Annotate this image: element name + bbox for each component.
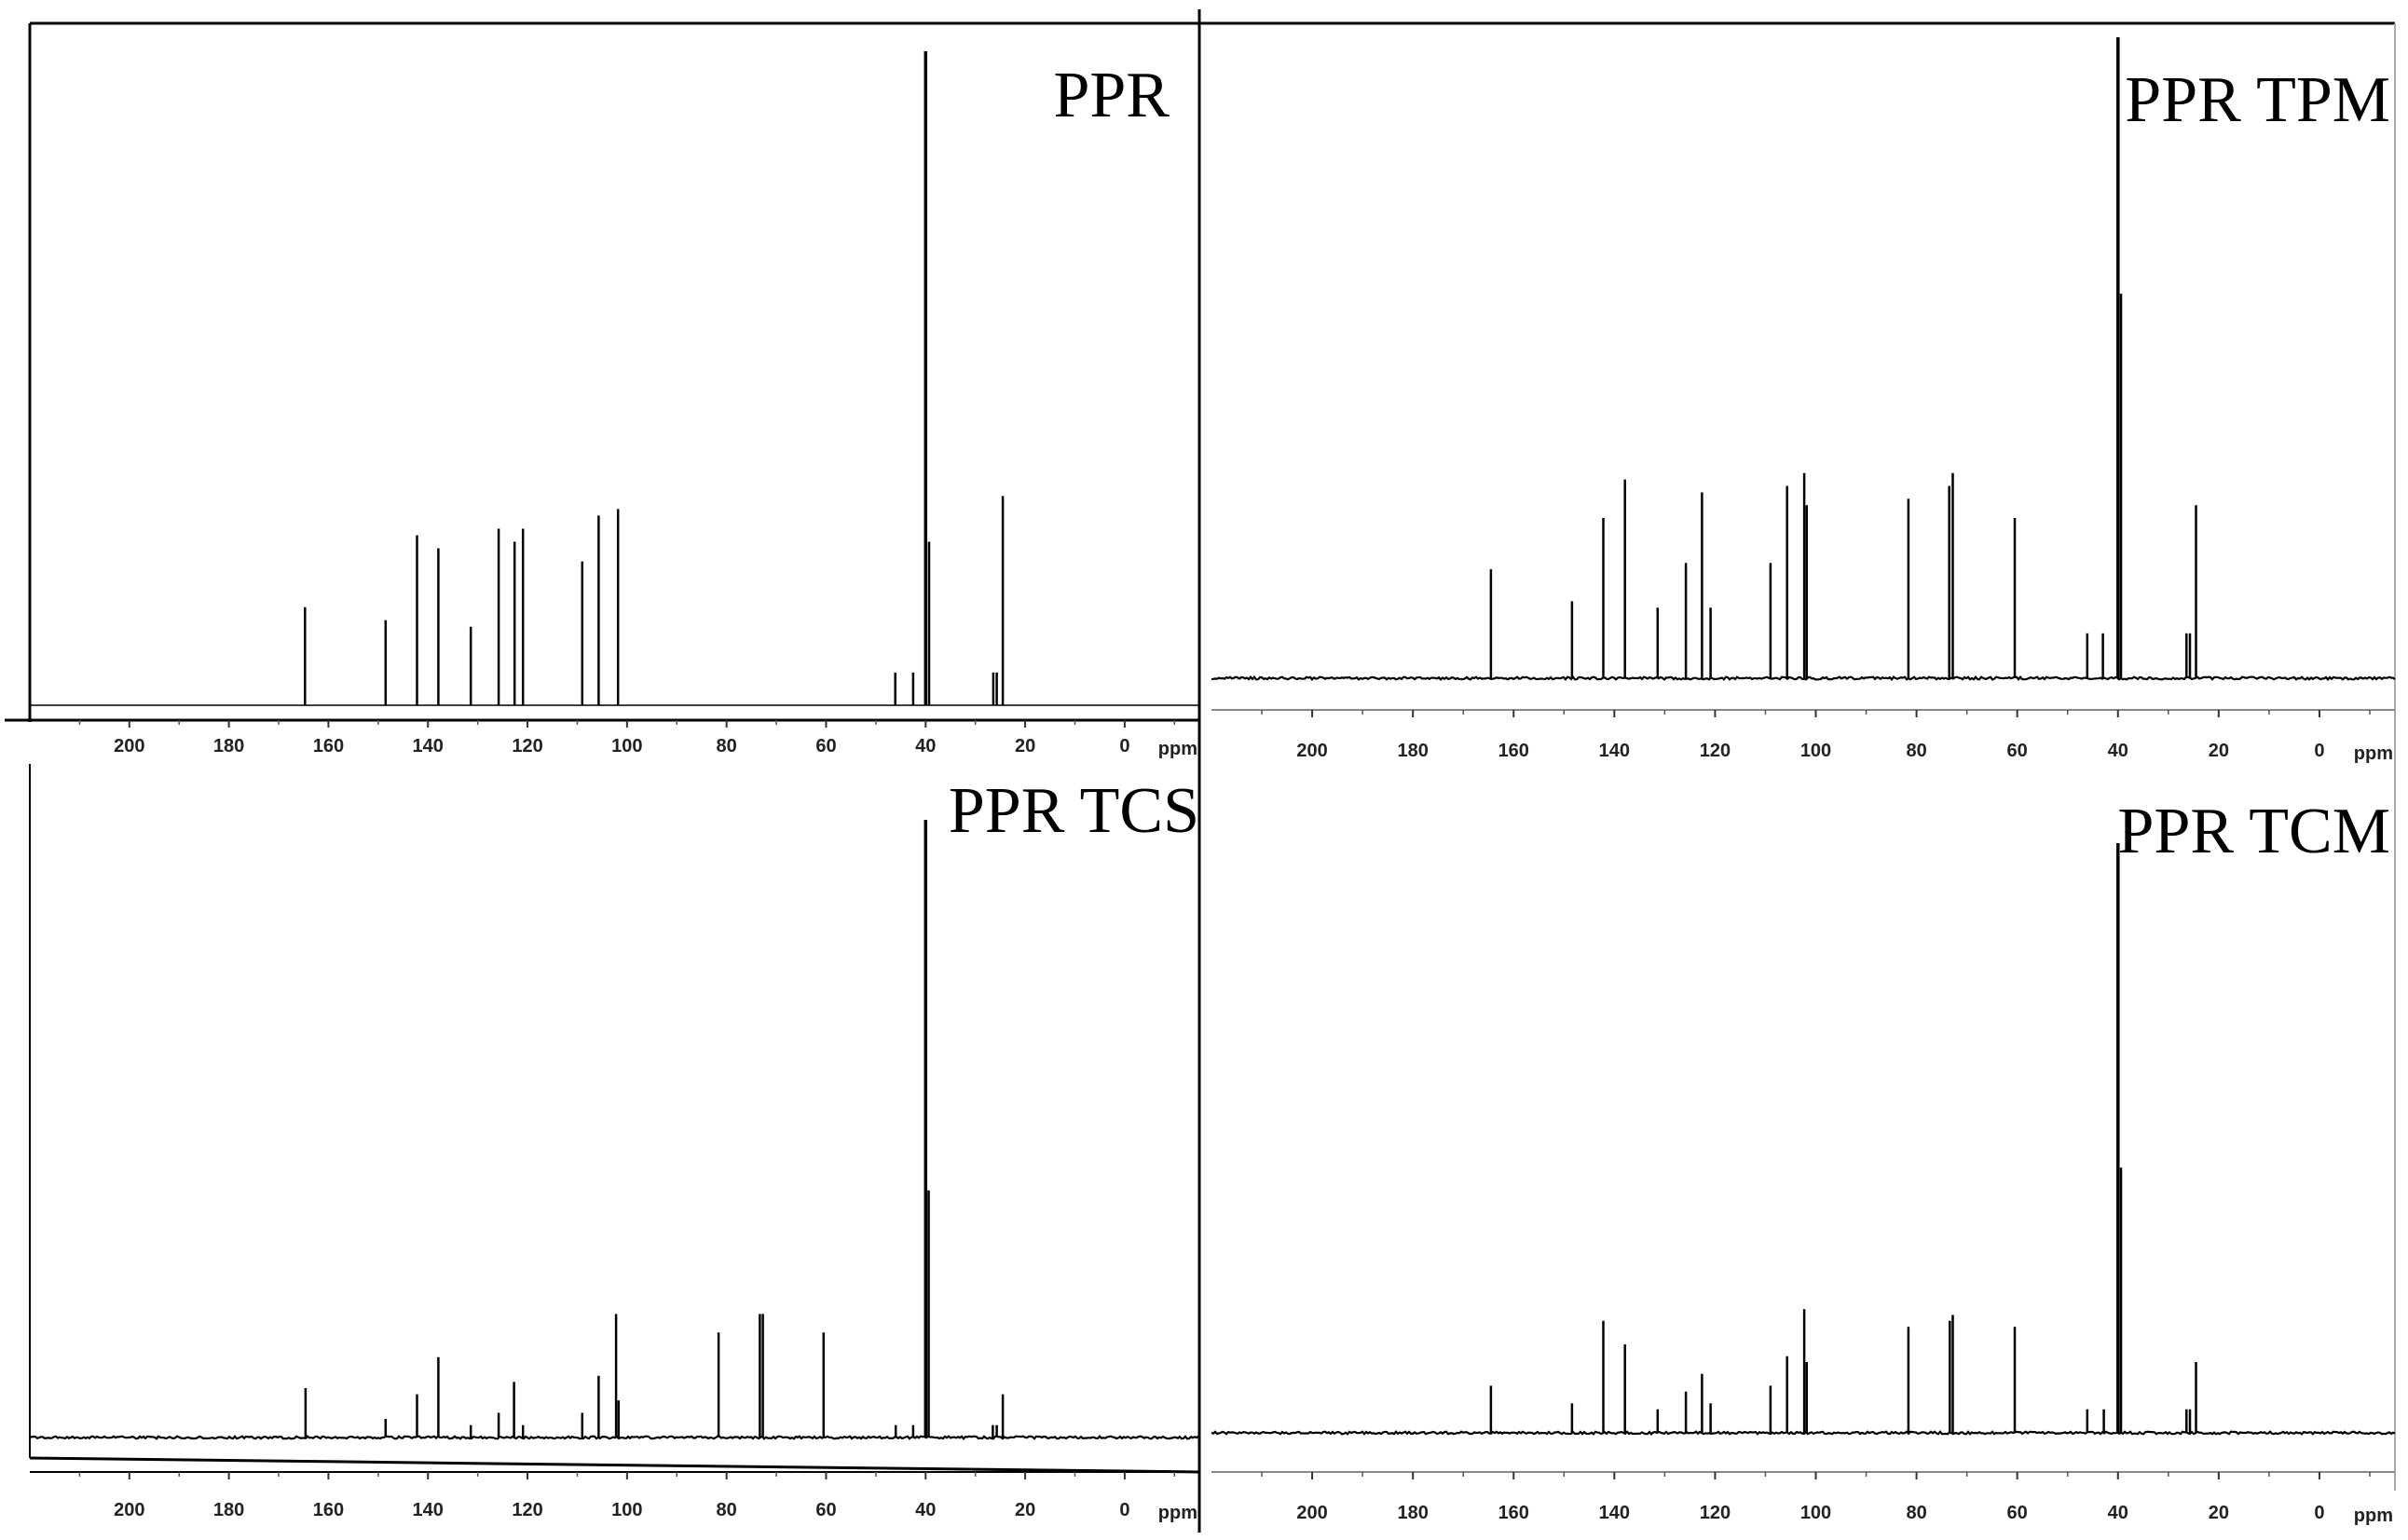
x-tick-label-120: 120 <box>1700 741 1731 761</box>
x-unit-label: ppm <box>2354 743 2393 764</box>
x-tick-label-140: 140 <box>413 1500 444 1520</box>
x-tick-label-200: 200 <box>114 1500 144 1520</box>
x-tick-label-80: 80 <box>1906 1503 1926 1523</box>
x-tick-label-180: 180 <box>213 1500 244 1520</box>
x-tick-label-20: 20 <box>2209 1503 2229 1523</box>
x-tick-label-0: 0 <box>2314 1503 2324 1523</box>
x-tick-label-140: 140 <box>1599 741 1630 761</box>
x-tick-label-140: 140 <box>1599 1503 1630 1523</box>
x-tick-label-140: 140 <box>413 736 444 756</box>
x-unit-label: ppm <box>2354 1506 2393 1526</box>
x-tick-label-100: 100 <box>1800 741 1831 761</box>
x-tick-label-160: 160 <box>1498 1503 1529 1523</box>
x-tick-label-0: 0 <box>1119 736 1129 756</box>
x-tick-label-180: 180 <box>1397 741 1428 761</box>
x-tick-label-20: 20 <box>1015 736 1035 756</box>
x-tick-label-120: 120 <box>512 736 542 756</box>
x-tick-label-80: 80 <box>717 1500 737 1520</box>
x-tick-label-0: 0 <box>2314 741 2324 761</box>
x-tick-label-60: 60 <box>2007 1503 2028 1523</box>
x-tick-label-180: 180 <box>213 736 244 756</box>
x-tick-label-200: 200 <box>114 736 144 756</box>
x-unit-label: ppm <box>1158 739 1197 759</box>
spectrum-baseline <box>1211 1430 2396 1436</box>
x-tick-label-80: 80 <box>1906 741 1926 761</box>
panel-title: PPR <box>1053 60 1170 131</box>
x-tick-label-60: 60 <box>815 1500 836 1520</box>
x-tick-label-120: 120 <box>512 1500 542 1520</box>
panel-title: PPR TCM <box>2118 796 2390 867</box>
x-tick-label-40: 40 <box>2108 1503 2128 1523</box>
x-tick-label-120: 120 <box>1700 1503 1731 1523</box>
x-tick-label-200: 200 <box>1296 741 1327 761</box>
x-tick-label-160: 160 <box>313 736 344 756</box>
x-tick-label-40: 40 <box>915 736 936 756</box>
panel-title: PPR TPM <box>2125 64 2390 136</box>
spectrum-baseline <box>29 1435 1199 1440</box>
x-tick-label-160: 160 <box>1498 741 1529 761</box>
x-unit-label: ppm <box>1158 1503 1197 1523</box>
x-tick-label-100: 100 <box>611 1500 642 1520</box>
x-tick-label-180: 180 <box>1397 1503 1428 1523</box>
x-tick-label-40: 40 <box>915 1500 936 1520</box>
x-tick-label-20: 20 <box>1015 1500 1035 1520</box>
x-tick-label-60: 60 <box>815 736 836 756</box>
x-tick-label-160: 160 <box>313 1500 344 1520</box>
x-tick-label-60: 60 <box>2007 741 2028 761</box>
frame-bottom-left-slant <box>29 1456 1200 1474</box>
x-tick-label-80: 80 <box>717 736 737 756</box>
x-tick-label-100: 100 <box>1800 1503 1831 1523</box>
x-tick-label-200: 200 <box>1296 1503 1327 1523</box>
x-tick-label-40: 40 <box>2108 741 2128 761</box>
panel-title: PPR TCS <box>949 775 1199 847</box>
x-tick-label-20: 20 <box>2209 741 2229 761</box>
spectrum-baseline <box>1211 675 2396 682</box>
x-tick-label-100: 100 <box>611 736 642 756</box>
x-tick-label-0: 0 <box>1119 1500 1129 1520</box>
